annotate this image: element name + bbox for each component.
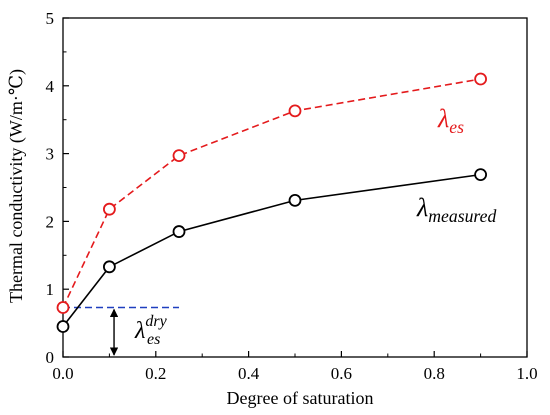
series-point-1 — [103, 202, 116, 216]
series-point-1 — [56, 301, 70, 314]
y-tick-label: 4 — [46, 77, 55, 96]
series-point-1 — [172, 149, 186, 163]
series-point-1 — [474, 72, 488, 86]
series-label-0: λmeasured — [416, 193, 496, 226]
y-tick-label: 0 — [46, 348, 55, 367]
x-tick-label: 0.4 — [238, 364, 260, 383]
series-point-0 — [103, 260, 116, 274]
dry-label: λdry es — [134, 313, 168, 348]
y-tick-label: 2 — [46, 212, 55, 231]
plot-frame — [62, 17, 528, 358]
series-point-0 — [288, 193, 302, 207]
series-point-0 — [172, 225, 186, 238]
series-label-1: λes — [437, 104, 464, 137]
y-tick-label: 1 — [46, 280, 55, 299]
series-point-1 — [288, 104, 302, 118]
series-point-0 — [474, 168, 488, 182]
x-axis-title: Degree of saturation — [227, 388, 374, 408]
series-label-main: λ — [416, 193, 428, 222]
series-line-1 — [62, 78, 481, 308]
dry-label-sub: es — [147, 331, 160, 348]
y-tick-label: 3 — [46, 145, 55, 164]
plot-layer: 0.0 0.2 0.4 0.6 0.8 1.0012345λesλmeasuredλdry… — [46, 9, 538, 383]
x-tick-label: 0.6 — [331, 364, 352, 383]
dry-label-sup: dry — [145, 313, 167, 330]
series-label-main: λ — [437, 104, 449, 133]
series-label-sub: es — [449, 117, 464, 137]
x-tick-label: 0.2 — [145, 364, 166, 383]
x-tick-label: 1.0 — [516, 364, 537, 383]
y-tick-label: 5 — [46, 9, 55, 28]
series-point-0 — [56, 320, 70, 333]
y-axis-title: Thermal conductivity (W/m·℃) — [6, 69, 27, 303]
series-label-sub: measured — [428, 206, 496, 226]
x-tick-label: 0.8 — [424, 364, 445, 383]
dry-label-main: λ — [134, 318, 145, 344]
x-tick-label: 0.0 — [52, 364, 73, 383]
